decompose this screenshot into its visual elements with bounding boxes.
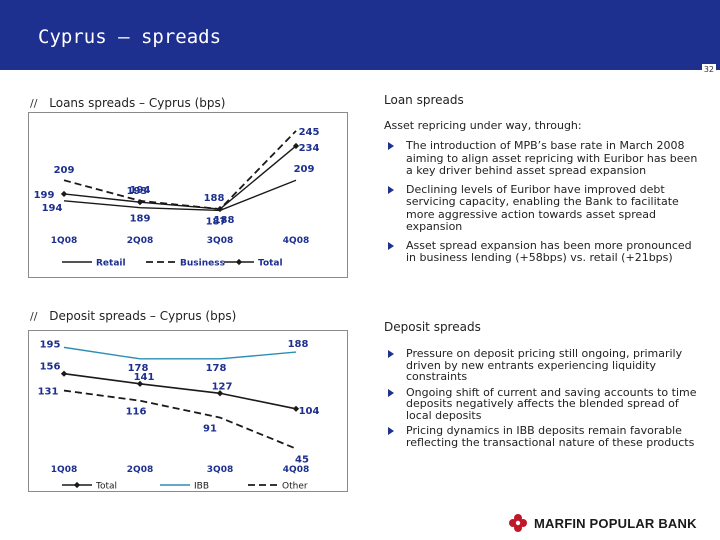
data-label-other: 116 — [126, 407, 147, 418]
deposit-spreads-title: Deposit spreads — [384, 320, 481, 334]
data-label-total: 104 — [299, 406, 320, 417]
list-item: The introduction of MPB’s base rate in M… — [384, 139, 700, 178]
legend-label-business: Business — [180, 259, 225, 269]
legend-marker-icon — [73, 481, 81, 489]
bullet-arrow-icon — [388, 388, 394, 397]
data-label-other: 91 — [203, 424, 217, 435]
legend-label-total: Total — [95, 482, 117, 492]
x-tick-label: 3Q08 — [207, 465, 233, 475]
loan-spreads-title: Loan spreads — [384, 93, 464, 107]
deposit-spreads-bullets: Pressure on deposit pricing still ongoin… — [384, 348, 700, 452]
data-label-retail: 209 — [294, 164, 315, 175]
series-line-ibb — [63, 346, 297, 360]
data-label-total: 188 — [204, 193, 225, 204]
bullet-arrow-icon — [388, 427, 394, 435]
bank-logo-text: MARFIN POPULAR BANK — [534, 515, 697, 531]
data-label-ibb: 188 — [288, 339, 309, 350]
x-tick-label: 1Q08 — [51, 236, 77, 246]
bullet-text: Ongoing shift of current and saving acco… — [406, 385, 697, 422]
x-tick-label: 4Q08 — [283, 236, 309, 246]
data-label-ibb: 178 — [206, 363, 227, 374]
list-item: Pressure on deposit pricing still ongoin… — [384, 348, 700, 383]
data-point-total — [216, 205, 224, 213]
data-point-total — [60, 370, 68, 377]
data-point-total — [60, 190, 68, 198]
legend-label-retail: Retail — [96, 259, 126, 269]
bullet-arrow-icon — [388, 350, 394, 358]
flower-logo-icon — [509, 514, 527, 532]
deposits-x-axis: 1Q08 2Q08 3Q08 4Q08 — [51, 465, 309, 475]
data-label-other: 131 — [38, 387, 59, 398]
bullet-arrow-icon — [388, 142, 394, 150]
series-line-other — [63, 389, 297, 450]
page-title: Cyprus – spreads — [38, 26, 222, 48]
data-point-total — [136, 199, 144, 206]
loan-spreads-bullets: The introduction of MPB’s base rate in M… — [384, 139, 700, 271]
deposits-chart-title: // Deposit spreads – Cyprus (bps) — [30, 309, 236, 323]
section-marker: // — [30, 310, 38, 323]
series-line-total — [63, 372, 297, 410]
bullet-arrow-icon — [388, 241, 394, 250]
bullet-text: Declining levels of Euribor have improve… — [406, 182, 679, 233]
data-label-total: 193 — [127, 186, 148, 197]
deposits-chart: 156 141 127 104 195 178 178 188 131 116 91 45 1Q08 2… — [28, 330, 348, 492]
series-line-business — [63, 130, 297, 210]
list-item: Declining levels of Euribor have improve… — [384, 182, 700, 234]
bank-logo: MARFIN POPULAR BANK — [508, 512, 697, 534]
list-item: Pricing dynamics in IBB deposits remain … — [384, 425, 700, 448]
data-label-business: 209 — [54, 165, 75, 176]
loans-x-axis: 1Q08 2Q08 3Q08 4Q08 — [51, 236, 309, 246]
data-label-total: 141 — [134, 372, 155, 383]
x-tick-label: 2Q08 — [127, 236, 153, 246]
header-bar: Cyprus – spreads — [0, 0, 720, 70]
list-item: Asset spread expansion has been more pro… — [384, 238, 700, 265]
bullet-text: Asset spread expansion has been more pro… — [406, 238, 692, 264]
legend-label-total: Total — [258, 259, 283, 269]
deposits-chart-title-text: Deposit spreads – Cyprus (bps) — [49, 309, 237, 323]
data-label-business: 188 — [214, 215, 235, 226]
loans-chart: 194 189 187 209 209 194 188 245 199 193 188 234 1Q0… — [28, 112, 348, 278]
section-marker: // — [30, 97, 38, 110]
data-label-retail: 187 — [206, 216, 227, 227]
loans-chart-frame — [28, 112, 348, 278]
bullet-text: Pressure on deposit pricing still ongoin… — [406, 347, 683, 383]
legend-label-other: Other — [282, 482, 308, 492]
data-label-business: 194 — [130, 185, 151, 196]
loan-spreads-subtitle: Asset repricing under way, through: — [384, 119, 582, 132]
deposits-chart-frame — [28, 330, 348, 492]
data-label-total: 234 — [299, 143, 320, 154]
loans-legend: Retail Business Total — [62, 259, 283, 269]
x-tick-label: 4Q08 — [283, 465, 309, 475]
data-label-business: 245 — [299, 127, 320, 138]
x-tick-label: 2Q08 — [127, 465, 153, 475]
page-number: 32 — [701, 64, 716, 75]
data-label-total: 199 — [34, 190, 55, 201]
data-label-other: 45 — [295, 455, 309, 466]
legend-marker-icon — [235, 258, 243, 266]
loans-chart-title: // Loans spreads – Cyprus (bps) — [30, 96, 225, 110]
series-line-retail — [63, 179, 297, 212]
data-label-ibb: 178 — [128, 363, 149, 374]
series-line-total — [63, 145, 297, 210]
bullet-arrow-icon — [388, 185, 394, 194]
deposits-legend: Total IBB Other — [62, 482, 308, 492]
data-label-retail: 189 — [130, 214, 151, 225]
x-tick-label: 3Q08 — [207, 236, 233, 246]
data-label-total: 156 — [40, 362, 61, 373]
loans-plot-area: 194 189 187 209 209 194 188 245 199 193 188 234 — [34, 127, 320, 228]
data-label-ibb: 195 — [40, 339, 61, 350]
bullet-text: Pricing dynamics in IBB deposits remain … — [406, 424, 695, 449]
loans-chart-title-text: Loans spreads – Cyprus (bps) — [49, 96, 226, 110]
deposits-plot-area: 156 141 127 104 195 178 178 188 131 116 91 45 — [38, 339, 320, 466]
data-label-total: 127 — [212, 381, 233, 392]
data-label-retail: 194 — [42, 203, 63, 214]
legend-label-ibb: IBB — [194, 482, 209, 492]
list-item: Ongoing shift of current and saving acco… — [384, 385, 700, 422]
x-tick-label: 1Q08 — [51, 465, 77, 475]
bullet-text: The introduction of MPB’s base rate in M… — [406, 139, 698, 177]
